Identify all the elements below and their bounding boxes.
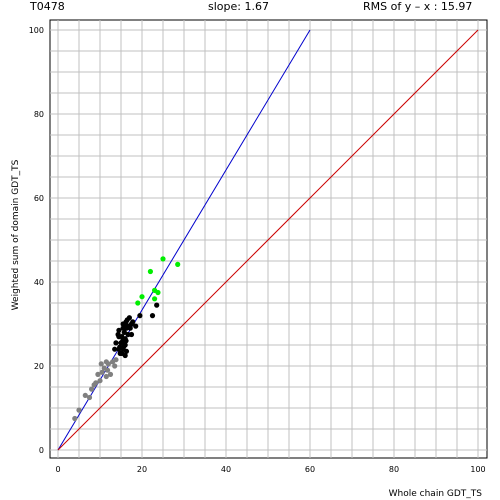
data-point xyxy=(103,373,109,380)
data-point xyxy=(123,325,130,331)
data-point xyxy=(122,352,128,359)
data-point xyxy=(133,323,139,329)
data-point xyxy=(116,346,122,352)
data-point xyxy=(112,346,118,352)
data-point xyxy=(116,334,122,340)
x-tick-label: 60 xyxy=(305,465,315,474)
data-point xyxy=(91,382,97,388)
data-point xyxy=(160,256,166,262)
axis-ticks: 0 20 40 60 80 100 0 20 40 60 80 100 xyxy=(29,26,486,474)
data-point xyxy=(121,329,127,335)
data-point xyxy=(118,340,124,346)
x-tick-label: 80 xyxy=(389,465,399,474)
data-point xyxy=(175,261,181,267)
y-tick-label: 60 xyxy=(34,194,44,203)
y-tick-label: 40 xyxy=(34,278,44,287)
data-point xyxy=(105,361,111,367)
rms-label: RMS of y – x : 15.97 xyxy=(363,0,473,13)
data-point xyxy=(82,392,88,398)
data-point xyxy=(95,371,101,377)
x-tick-label: 20 xyxy=(137,465,147,474)
y-axis-label: Weighted sum of domain GDT_TS xyxy=(11,159,21,310)
x-tick-label: 100 xyxy=(470,465,485,474)
data-point xyxy=(99,369,105,375)
y-tick-label: 20 xyxy=(34,362,44,371)
y-tick-label: 80 xyxy=(34,110,44,119)
data-point xyxy=(135,300,141,306)
data-point xyxy=(113,340,119,346)
data-point xyxy=(139,294,145,300)
data-point xyxy=(123,338,129,344)
data-point xyxy=(116,327,122,333)
data-points xyxy=(72,256,181,422)
data-point xyxy=(110,359,116,365)
x-tick-label: 40 xyxy=(221,465,231,474)
x-axis-label: Whole chain GDT_TS xyxy=(389,489,483,499)
data-point xyxy=(149,313,156,319)
grid xyxy=(50,20,487,458)
data-point xyxy=(128,331,135,338)
data-point xyxy=(137,313,143,319)
data-point xyxy=(89,386,95,392)
data-point xyxy=(152,296,158,302)
data-point xyxy=(123,348,130,354)
data-point xyxy=(147,268,153,275)
data-point xyxy=(155,289,161,296)
data-point xyxy=(104,367,111,373)
data-point xyxy=(127,325,133,331)
data-point xyxy=(86,394,93,401)
reference-line xyxy=(57,29,479,451)
data-point xyxy=(112,363,118,369)
data-point xyxy=(76,407,82,413)
y-tick-label: 100 xyxy=(29,26,44,35)
target-id: T0478 xyxy=(30,0,65,13)
data-point xyxy=(154,302,160,308)
x-tick-label: 0 xyxy=(55,465,60,474)
y-tick-label: 0 xyxy=(39,446,44,455)
data-point xyxy=(97,378,103,384)
data-point xyxy=(72,415,78,422)
data-point xyxy=(98,361,104,367)
data-point xyxy=(107,371,114,377)
slope-label: slope: 1.67 xyxy=(208,0,269,13)
